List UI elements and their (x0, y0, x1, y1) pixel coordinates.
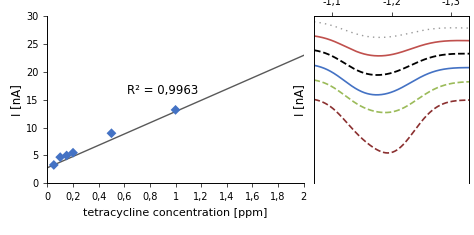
Point (50, 163, 58, 167)
Point (56, 155, 64, 159)
Point (69, 151, 77, 155)
Y-axis label: I [nA]: I [nA] (293, 84, 306, 116)
X-axis label: tetracycline concentration [ppm]: tetracycline concentration [ppm] (83, 208, 268, 218)
Point (63, 154, 71, 157)
Y-axis label: I [nA]: I [nA] (10, 84, 23, 116)
Point (108, 131, 115, 135)
Point (172, 108, 179, 112)
Text: R² = 0,9963: R² = 0,9963 (127, 84, 198, 97)
